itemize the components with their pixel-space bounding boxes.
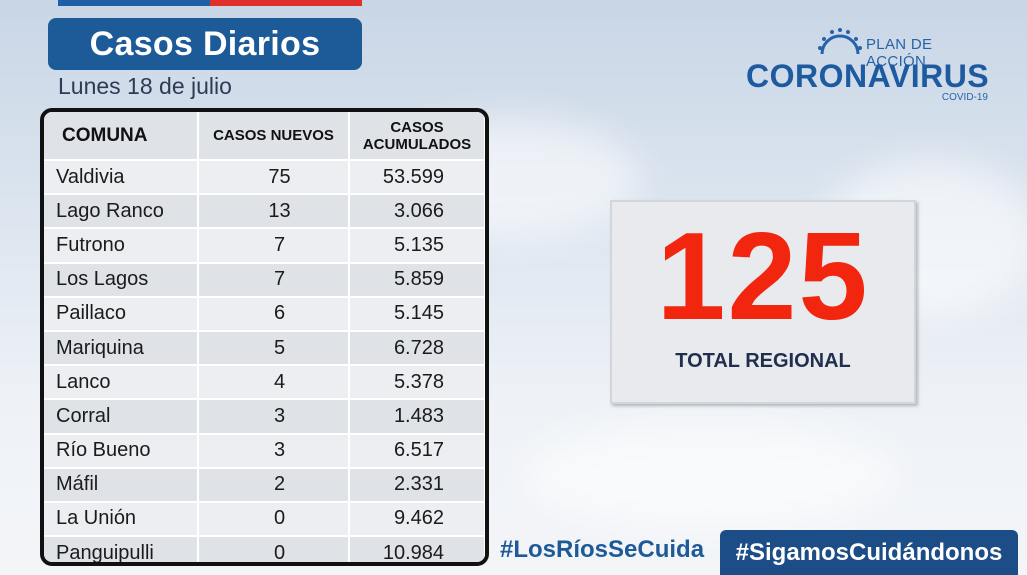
table-row: Los Lagos 7 5.859 xyxy=(44,262,485,298)
new-cases-cell: 0 xyxy=(198,501,350,538)
accumulated-cases-cell: 3.066 xyxy=(349,194,485,230)
comuna-cell: Lanco xyxy=(44,365,199,401)
new-cases-cell: 7 xyxy=(198,228,350,264)
accumulated-cases-cell: 5.135 xyxy=(349,228,485,264)
column-header-comuna: COMUNA xyxy=(44,112,199,161)
logo-sub-text: COVID-19 xyxy=(941,92,988,103)
table-row: Paillaco 6 5.145 xyxy=(44,296,485,332)
table-row: Valdivia 75 53.599 xyxy=(44,160,485,196)
total-cases-number: 125 xyxy=(656,208,870,346)
comuna-cell: Futrono xyxy=(44,228,199,264)
new-cases-cell: 4 xyxy=(198,365,350,401)
accumulated-cases-cell: 5.378 xyxy=(349,365,485,401)
accumulated-cases-cell: 53.599 xyxy=(349,160,485,196)
page-title: Casos Diarios xyxy=(89,24,321,63)
accumulated-cases-cell: 5.145 xyxy=(349,296,485,332)
flag-stripe xyxy=(58,0,362,6)
accumulated-cases-cell: 6.517 xyxy=(349,433,485,469)
table-row: Mariquina 5 6.728 xyxy=(44,330,485,367)
comuna-cell: Paillaco xyxy=(44,296,199,332)
comuna-cell: Los Lagos xyxy=(44,262,199,298)
comuna-cell: La Unión xyxy=(44,501,199,538)
table-row: Lago Ranco 13 3.066 xyxy=(44,194,485,230)
new-cases-cell: 0 xyxy=(198,536,350,562)
table-row: Río Bueno 3 6.517 xyxy=(44,433,485,469)
coronavirus-plan-logo: PLAN DE ACCIÓN CORONAVIRUS COVID-19 xyxy=(744,28,994,108)
new-cases-cell: 7 xyxy=(198,262,350,298)
new-cases-cell: 13 xyxy=(198,194,350,230)
cases-table: COMUNA CASOS NUEVOS CASOS ACUMULADOS Val… xyxy=(40,108,489,566)
table-row: La Unión 0 9.462 xyxy=(44,501,485,538)
comuna-cell: Corral xyxy=(44,399,199,435)
new-cases-cell: 75 xyxy=(198,160,350,196)
comuna-cell: Mariquina xyxy=(44,330,199,367)
comuna-cell: Máfil xyxy=(44,467,199,503)
table-body: Valdivia 75 53.599 Lago Ranco 13 3.066 Futrono… xyxy=(44,160,485,562)
logo-main-text: CORONAVIRUS xyxy=(746,58,990,94)
comuna-cell: Valdivia xyxy=(44,160,199,196)
logo-plan-text: PLAN DE ACCIÓN xyxy=(866,36,933,70)
hashtag-banner: #SigamosCuidándonos xyxy=(720,530,1018,575)
report-date: Lunes 18 de julio xyxy=(58,73,232,99)
comuna-cell: Lago Ranco xyxy=(44,194,199,230)
virus-icon xyxy=(818,28,862,54)
hashtag-sigamos: #SigamosCuidándonos xyxy=(735,538,1003,566)
comuna-cell: Río Bueno xyxy=(44,433,199,469)
accumulated-cases-cell: 2.331 xyxy=(349,467,485,503)
table-row: Panguipulli 0 10.984 xyxy=(44,536,485,562)
new-cases-cell: 2 xyxy=(198,467,350,503)
hashtag-los-rios: #LosRíosSeCuida xyxy=(500,536,705,563)
new-cases-cell: 5 xyxy=(198,330,350,367)
column-header-new-cases: CASOS NUEVOS xyxy=(198,112,350,161)
accumulated-cases-cell: 5.859 xyxy=(349,262,485,298)
new-cases-cell: 3 xyxy=(198,433,350,469)
title-banner: Casos Diarios xyxy=(48,18,362,70)
table-header-row: COMUNA CASOS NUEVOS CASOS ACUMULADOS xyxy=(44,112,485,161)
total-cases-label: TOTAL REGIONAL xyxy=(675,350,851,372)
new-cases-cell: 3 xyxy=(198,399,350,435)
comuna-cell: Panguipulli xyxy=(44,536,199,562)
table-row: Futrono 7 5.135 xyxy=(44,228,485,264)
accumulated-cases-cell: 9.462 xyxy=(349,501,485,538)
total-regional-card: 125 TOTAL REGIONAL xyxy=(610,200,916,404)
table-row: Lanco 4 5.378 xyxy=(44,365,485,401)
column-header-accumulated-cases: CASOS ACUMULADOS xyxy=(349,112,485,161)
accumulated-cases-cell: 10.984 xyxy=(349,536,485,562)
table-row: Corral 3 1.483 xyxy=(44,399,485,435)
accumulated-cases-cell: 6.728 xyxy=(349,330,485,367)
accumulated-cases-cell: 1.483 xyxy=(349,399,485,435)
background-cloud xyxy=(520,420,900,530)
new-cases-cell: 6 xyxy=(198,296,350,332)
table-row: Máfil 2 2.331 xyxy=(44,467,485,503)
